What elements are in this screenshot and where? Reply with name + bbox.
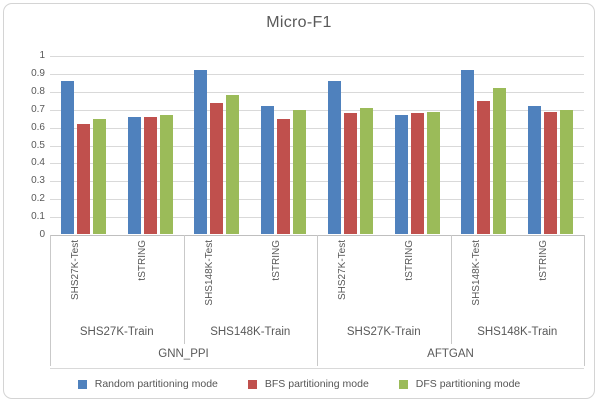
category-group-label: SHS27K-Train xyxy=(346,326,421,338)
category-label: SHS148K-Test xyxy=(203,240,215,306)
category-label: tSTRING xyxy=(537,240,549,281)
gridline xyxy=(50,91,584,93)
bar-dfs-cat4 xyxy=(293,109,307,234)
bar-bfs-cat1 xyxy=(76,124,90,234)
y-tick-label: 0.1 xyxy=(31,211,45,223)
category-label: SHS27K-Test xyxy=(337,240,349,301)
bar-bfs-cat4 xyxy=(277,118,291,234)
chart-title: Micro-F1 xyxy=(266,14,332,31)
legend-item: BFS partitioning mode xyxy=(247,378,369,390)
bar-random-cat1 xyxy=(60,81,74,234)
bar-bfs-cat7 xyxy=(477,100,491,234)
model-group-label: GNN_PPI xyxy=(158,348,209,360)
gridline xyxy=(50,163,584,165)
category-label: tSTRING xyxy=(270,240,282,281)
bar-random-cat7 xyxy=(461,70,475,234)
chart-frame: Micro-F1 1 0.9 0.8 0.7 0.6 0.5 0.4 0.3 0.2 0.1 0 S… xyxy=(3,3,595,399)
label-area-bottom-line xyxy=(50,368,584,369)
plot-area xyxy=(50,56,584,236)
legend-swatch-icon xyxy=(77,379,87,389)
legend-label: BFS partitioning mode xyxy=(264,378,369,390)
bar-dfs-cat3 xyxy=(226,95,240,234)
category-label: SHS148K-Test xyxy=(470,240,482,306)
gridline xyxy=(50,217,584,219)
bar-random-cat3 xyxy=(194,70,208,234)
bar-random-cat6 xyxy=(394,115,408,234)
gridline xyxy=(50,56,584,57)
bar-bfs-cat8 xyxy=(544,111,558,234)
category-label: tSTRING xyxy=(137,240,149,281)
gridline xyxy=(50,109,584,111)
gridline xyxy=(50,73,584,75)
model-group-label: AFTGAN xyxy=(427,348,474,360)
legend-label: DFS partitioning mode xyxy=(415,378,521,390)
bar-random-cat5 xyxy=(327,81,341,234)
legend-swatch-icon xyxy=(247,379,257,389)
category-group-label: SHS148K-Train xyxy=(210,326,291,338)
y-tick-label: 0.7 xyxy=(31,103,45,115)
legend-swatch-icon xyxy=(398,379,408,389)
y-tick-label: 0.3 xyxy=(31,175,45,187)
bar-random-cat4 xyxy=(261,106,275,234)
bar-bfs-cat5 xyxy=(343,113,357,234)
axis-separator xyxy=(183,235,185,344)
bar-dfs-cat2 xyxy=(159,115,173,234)
axis-separator xyxy=(584,235,585,366)
y-tick-label: 1 xyxy=(39,50,45,61)
gridline xyxy=(50,145,584,147)
bar-dfs-cat6 xyxy=(426,111,440,234)
bar-dfs-cat7 xyxy=(493,88,507,234)
y-tick-label: 0.6 xyxy=(31,121,45,133)
legend: Random partitioning mode BFS partitioning… xyxy=(4,378,594,390)
category-group-label: SHS148K-Train xyxy=(477,326,558,338)
bar-dfs-cat1 xyxy=(92,118,106,234)
legend-item: DFS partitioning mode xyxy=(398,378,521,390)
y-tick-label: 0.9 xyxy=(31,67,45,79)
gridline xyxy=(50,181,584,183)
bar-random-cat8 xyxy=(528,106,542,234)
category-label: tSTRING xyxy=(404,240,416,281)
gridline xyxy=(50,199,584,201)
category-label: SHS27K-Test xyxy=(70,240,82,301)
bar-dfs-cat8 xyxy=(560,109,574,234)
axis-separator xyxy=(450,235,452,344)
legend-item: Random partitioning mode xyxy=(77,378,218,390)
bar-random-cat2 xyxy=(127,116,141,234)
bar-bfs-cat3 xyxy=(210,102,224,234)
y-tick-label: 0.5 xyxy=(31,139,45,151)
y-tick-label: 0.4 xyxy=(31,157,45,169)
bar-bfs-cat6 xyxy=(410,113,424,234)
axis-separator xyxy=(317,235,318,366)
y-tick-label: 0 xyxy=(39,229,45,240)
gridline xyxy=(50,127,584,129)
axis-separator xyxy=(50,235,51,366)
category-group-label: SHS27K-Train xyxy=(79,326,154,338)
y-tick-label: 0.8 xyxy=(31,85,45,97)
bar-bfs-cat2 xyxy=(143,116,157,234)
bar-dfs-cat5 xyxy=(359,107,373,234)
legend-label: Random partitioning mode xyxy=(94,378,218,390)
y-tick-label: 0.2 xyxy=(31,193,45,205)
